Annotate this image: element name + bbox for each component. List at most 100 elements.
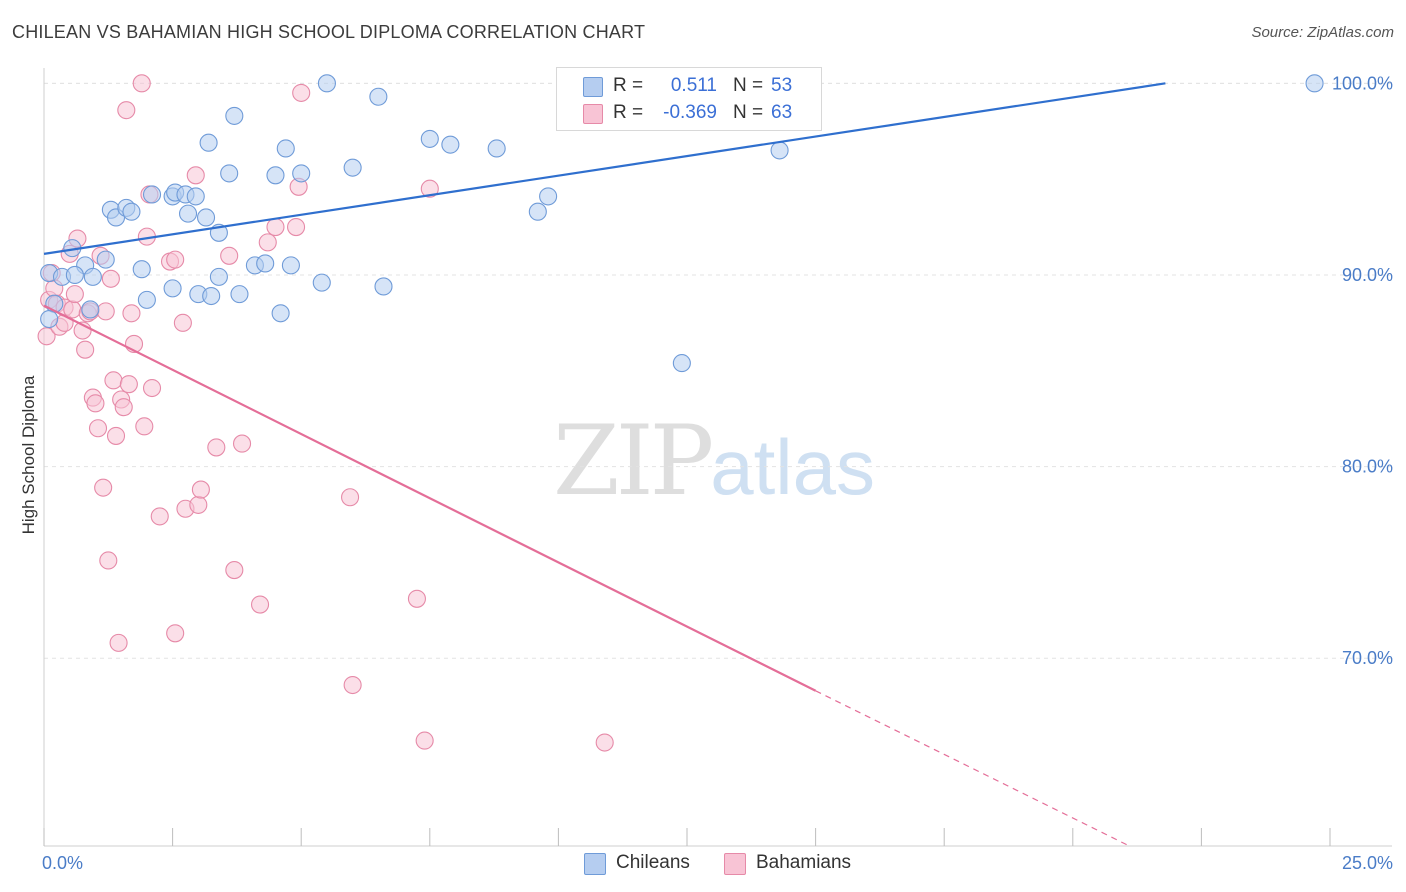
bahamian-point [341,488,360,507]
chilean-point [539,187,558,206]
bahamian-point [287,217,306,237]
y-tick-label: 80.0% [1342,457,1393,477]
bahamian-point [88,419,108,438]
bahamian-point [150,507,169,526]
chilean-point [420,129,439,148]
bahamian-point [166,250,185,269]
bahamian-point [104,371,123,390]
bahamian-point [415,731,434,750]
chilean-point [374,277,393,296]
legend-swatch-bahamians [724,853,746,875]
y-tick-label: 100.0% [1332,73,1393,93]
chilean-point [441,135,460,154]
chilean-point [230,285,249,304]
bahamian-point [258,233,277,252]
legend-n-value: 63 [771,102,793,123]
chilean-point [209,267,228,286]
chart-title: CHILEAN VS BAHAMIAN HIGH SCHOOL DIPLOMA … [12,22,646,42]
chilean-point [186,187,205,206]
bahamian-point [96,302,115,321]
legend-n-label: N = [733,75,764,96]
legend-row-chileans: R = 0.511 N = 53 [557,73,821,101]
bahamians-trend-line [43,304,817,692]
chilean-point [225,106,244,125]
bahamian-point [220,246,239,265]
bahamian-point [189,495,208,514]
bahamian-point [101,269,120,288]
bahamian-point [232,434,252,453]
bahamians-trend-extension [815,690,1130,847]
chilean-point [1305,74,1324,93]
chilean-point [199,133,218,152]
bahamian-point [420,179,439,198]
watermark-zip: ZIP [553,405,714,517]
bahamian-point [191,480,210,499]
x-tick-label: 0.0% [42,853,83,873]
bahamian-point [106,426,126,445]
bahamian-point [595,733,614,752]
bahamian-point [132,74,151,93]
bahamian-point [343,675,362,695]
legend-label-bahamians: Bahamians [756,852,852,873]
bahamian-point [37,327,56,346]
y-tick-label: 70.0% [1342,648,1393,668]
chilean-point [487,139,506,158]
chilean-point [266,166,285,185]
legend-swatch-chileans [584,853,606,875]
axes [43,68,1392,847]
chilean-point [137,290,156,309]
bahamian-point [225,561,244,580]
bahamian-point [86,394,105,413]
chilean-point [132,260,151,279]
y-axis-label: High School Diploma [19,375,38,534]
bahamian-point [207,438,226,457]
chilean-point [40,309,59,329]
legend-r-label: R = [613,75,644,96]
legend-r-value: 0.511 [670,75,717,96]
bahamian-point [99,551,118,570]
bahamian-point [117,101,136,120]
bahamian-point [76,340,95,359]
bahamian-point [173,313,192,332]
chilean-point [142,185,162,204]
bahamian-point [292,83,311,102]
bahamian-point [250,595,270,614]
bahamian-point [266,217,285,237]
chilean-point [178,204,198,223]
bahamian-point [94,478,113,497]
gridlines [44,82,1392,659]
chilean-point [202,286,221,306]
chilean-point [271,304,290,323]
legend-n-value: 53 [771,75,793,96]
legend-swatch-bahamians [583,104,603,124]
bahamian-point [135,417,154,436]
chilean-point [163,279,182,298]
chileans-trend-line [43,82,1166,255]
x-tick-label: 25.0% [1342,853,1393,873]
legend-swatch-chileans [583,77,603,97]
bahamian-point [407,589,426,608]
legend-row-bahamians: R = -0.369 N = 63 [557,100,821,128]
bahamian-point [109,633,128,652]
chilean-point [122,202,141,221]
chilean-point [65,265,84,285]
legend-r-label: R = [613,102,644,123]
bahamians-points [37,74,614,752]
legend-n-label: N = [733,102,764,123]
legend-label-chileans: Chileans [616,852,690,873]
y-tick-label: 90.0% [1342,265,1393,285]
chilean-point [343,158,362,177]
bahamian-point [63,300,82,319]
x-tick-labels: 0.0% 25.0% [42,853,1393,873]
bahamian-point [114,398,133,417]
chilean-point [81,300,100,319]
chilean-point [369,87,388,106]
bahamian-point [142,378,162,398]
legend-r-value: -0.369 [663,102,717,123]
chilean-point [770,141,789,160]
y-tick-labels: 70.0% 80.0% 90.0% 100.0% [1332,73,1393,668]
chilean-point [196,208,216,227]
chilean-point [276,139,295,158]
chilean-point [96,250,115,269]
